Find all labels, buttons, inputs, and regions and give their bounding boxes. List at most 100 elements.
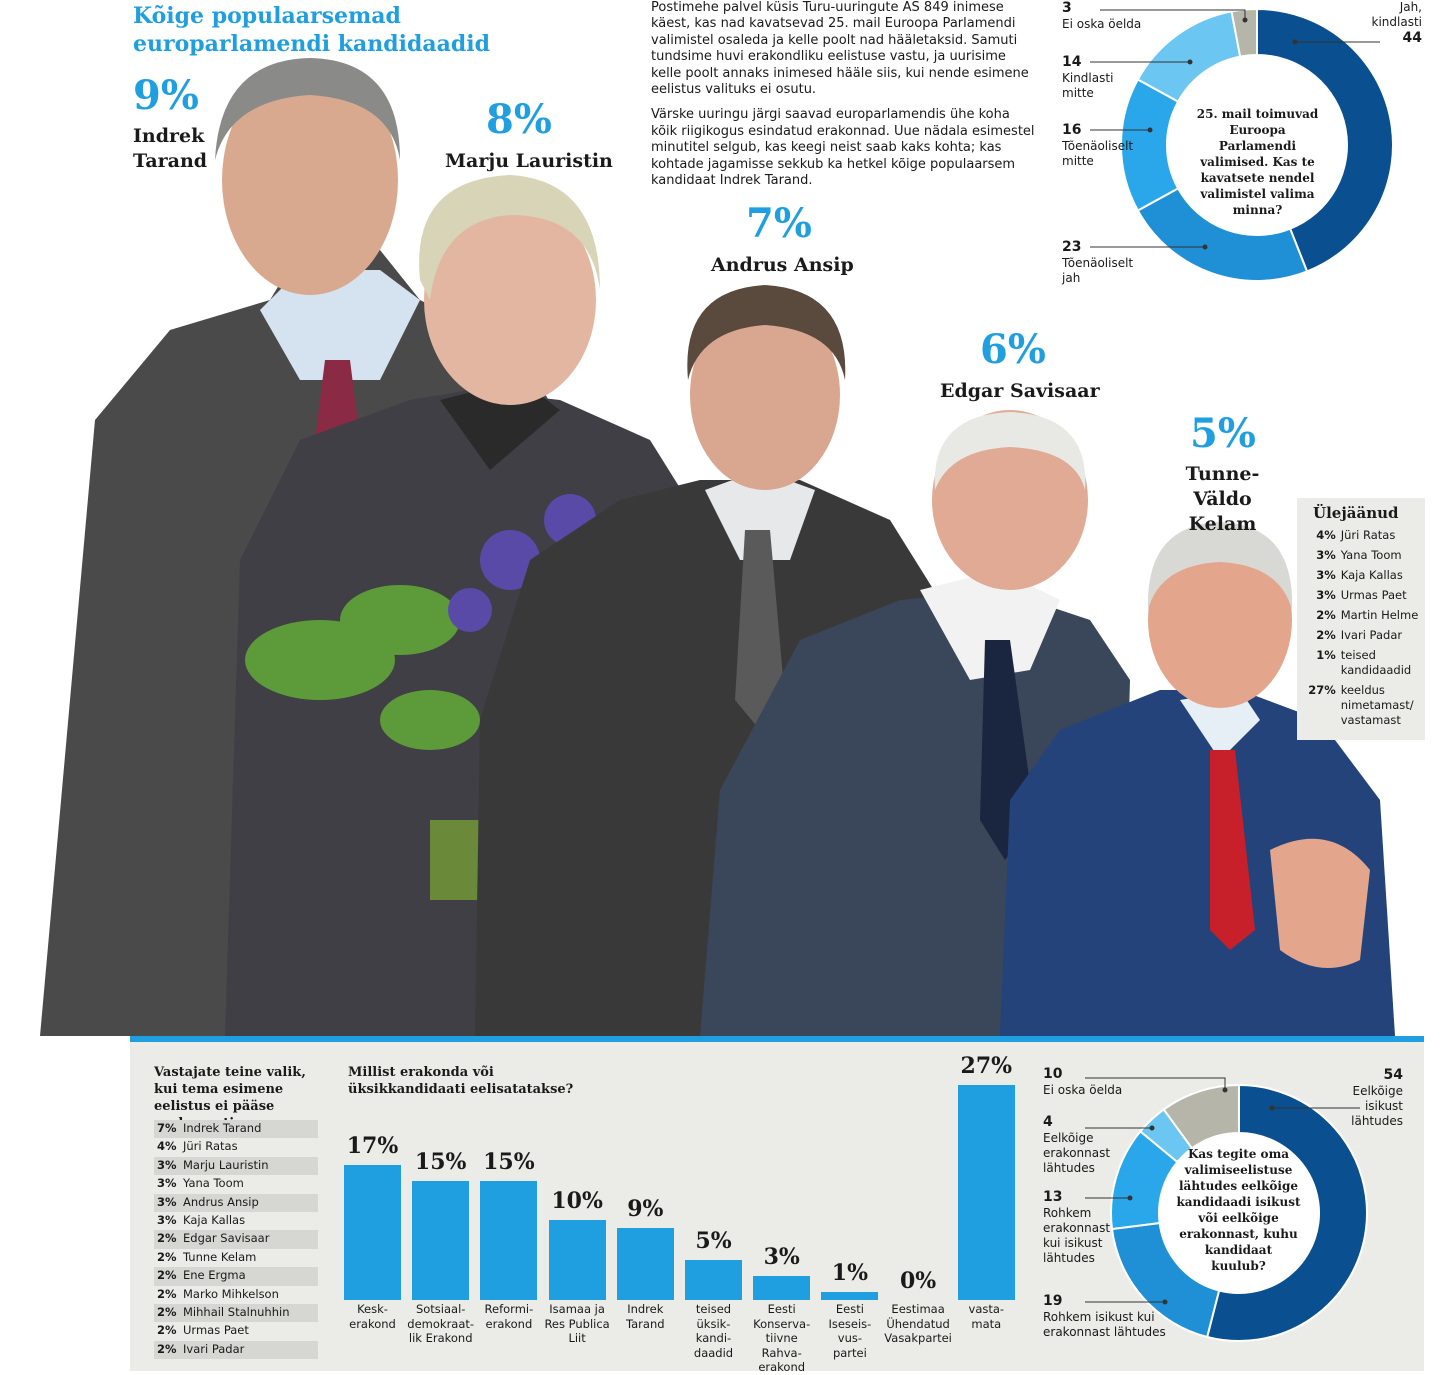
second-choice-row: 2% Tunne Kelam [154, 1249, 318, 1267]
remaining-pct: 3% [1316, 588, 1336, 602]
basis-donut-chart [1085, 1077, 1368, 1342]
second-choice-name: Marko Mihkelson [183, 1286, 279, 1301]
second-choice-pct: 2% [157, 1268, 177, 1283]
candidate-4-pct: 6% [980, 326, 1046, 373]
second-choice-name: Tunne Kelam [183, 1249, 257, 1264]
second-choice-name: Jüri Ratas [183, 1139, 238, 1154]
remaining-name: Martin Helme [1340, 608, 1419, 622]
second-choice-pct: 3% [157, 1212, 177, 1227]
basis-question: Kas tegite oma valimiseelistuse lähtudes… [1176, 1147, 1301, 1273]
turnout-leader-dot [1187, 59, 1193, 65]
basis-slice-0 [1205, 1083, 1368, 1342]
intro-paragraph-2: Värske uuringu järgi saavad europarlamen… [651, 107, 1035, 189]
candidate-2-name: Marju Lauristin [445, 150, 613, 172]
remaining-name: Urmas Paet [1340, 588, 1407, 602]
second-choice-name: Marju Lauristin [183, 1157, 269, 1172]
remaining-row: 3% Urmas Paet [1297, 588, 1425, 603]
candidate-3-pct: 7% [746, 200, 812, 247]
intro-paragraph-1: Postimehe palvel küsis Turu-uuringute AS… [651, 0, 1029, 98]
remaining-row: 27% keeldus nimetamast/ vastamast [1297, 683, 1425, 728]
second-choice-row: 3% Yana Toom [154, 1175, 318, 1193]
turnout-question: 25. mail toimuvad Euroopa Parlamendi val… [1196, 107, 1319, 217]
second-choice-name: Urmas Paet [183, 1323, 249, 1338]
remaining-name: Kaja Kallas [1340, 568, 1403, 582]
remaining-row: 4% Jüri Ratas [1297, 528, 1425, 543]
second-choice-name: Kaja Kallas [183, 1212, 246, 1227]
second-choice-pct: 2% [157, 1231, 177, 1246]
second-choice-name: Edgar Savisaar [183, 1231, 270, 1246]
turnout-leader-line [1100, 9, 1246, 20]
second-choice-name: Ivari Padar [183, 1341, 245, 1356]
second-choice-name: Yana Toom [183, 1176, 244, 1191]
second-choice-pct: 2% [157, 1304, 177, 1319]
second-choice-row: 3% Kaja Kallas [154, 1212, 318, 1230]
basis-leader-dot [1269, 1105, 1275, 1111]
remaining-name: Ivari Padar [1340, 628, 1403, 642]
remaining-name: Yana Toom [1340, 548, 1402, 562]
donut1-label-kindlasti-mitte: 14 Kindlasti mitte [1062, 54, 1114, 100]
second-choice-row: 2% Ene Ergma [154, 1267, 318, 1286]
donut1-label-toenaoliselt-mitte: 16 Tõenäoliselt mitte [1062, 122, 1134, 168]
second-choice-pct: 4% [157, 1139, 177, 1154]
second-choice-name: Ene Ergma [183, 1268, 246, 1283]
basis-leader-dot [1127, 1195, 1133, 1201]
remaining-pct: 2% [1316, 628, 1336, 642]
intro-text: Postimehe palvel küsis Turu-uuringute AS… [651, 0, 1036, 198]
basis-leader-dot [1149, 1125, 1155, 1131]
basis-leader-dot [1162, 1299, 1168, 1305]
turnout-slice-0 [1256, 7, 1394, 273]
donut2-label-ei-oska: 10 Ei oska öelda [1043, 1066, 1123, 1097]
second-choice-row: 3% Andrus Ansip [154, 1193, 318, 1212]
basis-leader-dot [1222, 1087, 1228, 1093]
second-choice-row: 3% Marju Lauristin [154, 1156, 318, 1176]
basis-leader-line [1085, 1077, 1226, 1090]
second-choice-pct: 2% [157, 1286, 177, 1301]
second-choice-pct: 3% [157, 1157, 177, 1172]
second-choice-row: 2% Edgar Savisaar [154, 1230, 318, 1249]
remaining-heading: Ülejäänud [1313, 504, 1399, 522]
second-choice-row: 2% Mihhail Stalnuhhin [154, 1303, 318, 1323]
page-title: Kõige populaarsemad europarlamendi kandi… [133, 3, 491, 57]
turnout-leader-dot [1292, 39, 1298, 45]
turnout-leader-dot [1242, 17, 1248, 23]
second-choice-row: 2% Urmas Paet [154, 1322, 318, 1340]
candidate-5-pct: 5% [1190, 410, 1256, 457]
remaining-pct: 1% [1316, 648, 1336, 662]
remaining-pct: 3% [1316, 568, 1336, 582]
remaining-pct: 4% [1316, 528, 1336, 542]
turnout-leader-dot [1147, 127, 1153, 133]
remaining-row: 1% teised kandidaadid [1297, 648, 1425, 678]
second-choice-row: 2% Ivari Padar [154, 1340, 318, 1360]
remaining-row: 3% Yana Toom [1297, 548, 1425, 563]
second-choice-pct: 2% [157, 1341, 177, 1356]
turnout-hole [1168, 56, 1346, 234]
turnout-donut-chart [1090, 7, 1394, 282]
second-choice-pct: 3% [157, 1176, 177, 1191]
second-choice-name: Mihhail Stalnuhhin [183, 1304, 290, 1319]
donut1-label-jah-kindlasti: Jah, kindlasti 44 [1371, 0, 1422, 46]
remaining-row: 2% Martin Helme [1297, 608, 1425, 623]
second-choice-list: 7% Indrek Tarand 4% Jüri Ratas 3% Marju Lauri… [154, 1120, 318, 1360]
candidate-3-name: Andrus Ansip [711, 254, 854, 276]
photo-tunne-kelam [1000, 522, 1395, 1036]
second-choice-row: 7% Indrek Tarand [154, 1120, 318, 1139]
remaining-row: 3% Kaja Kallas [1297, 568, 1425, 583]
basis-slice-4 [1162, 1083, 1240, 1150]
second-choice-pct: 2% [157, 1249, 177, 1264]
donut1-label-toenaoliselt-jah: 23 Tõenäoliselt jah [1062, 239, 1134, 285]
remaining-pct: 3% [1316, 548, 1336, 562]
candidate-2-pct: 8% [486, 96, 552, 143]
remaining-name: Jüri Ratas [1340, 528, 1396, 542]
second-choice-name: Indrek Tarand [183, 1121, 262, 1135]
donut2-label-rohkem-erakonnast: 13 Rohkem erakonnast kui isikust lähtudes [1043, 1189, 1111, 1265]
candidate-photos [40, 58, 1395, 1036]
turnout-leader-dot [1202, 244, 1208, 250]
donut1-label-ei-oska: 3 Ei oska öelda [1062, 0, 1142, 31]
remaining-pct: 2% [1316, 608, 1336, 622]
second-choice-name: Andrus Ansip [183, 1194, 259, 1209]
second-choice-pct: 2% [157, 1323, 177, 1338]
second-choice-pct: 7% [157, 1121, 177, 1135]
remaining-name: teised kandidaadid [1340, 648, 1412, 677]
second-choice-pct: 3% [157, 1194, 177, 1209]
remaining-candidates-box: Ülejäänud 4% Jüri Ratas 3% Yana Toom 3% Kaja … [1297, 498, 1425, 740]
